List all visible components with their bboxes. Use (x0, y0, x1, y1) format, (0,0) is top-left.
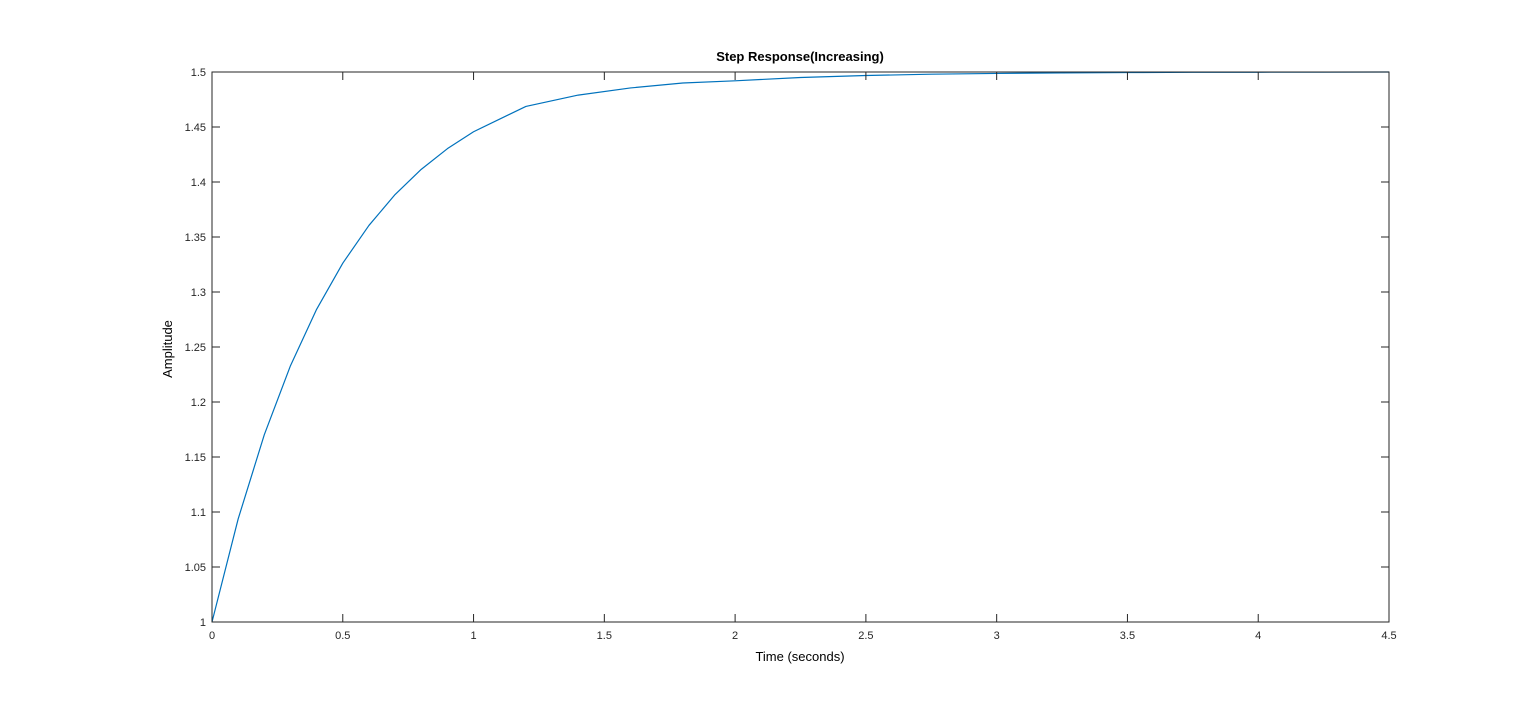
y-tick-label: 1.5 (191, 67, 206, 79)
y-tick-label: 1.3 (191, 287, 206, 299)
y-tick-label: 1.4 (191, 177, 206, 189)
series-layer (211, 71, 1390, 623)
x-tick-label: 3.5 (1120, 630, 1135, 642)
x-tick-label: 4.5 (1381, 630, 1396, 642)
x-tick-label: 1.5 (597, 630, 612, 642)
x-tick-label: 0 (209, 630, 215, 642)
ticks-layer (211, 71, 1390, 623)
y-tick-label: 1.25 (185, 342, 206, 354)
x-tick-labels: 0 0.5 1 1.5 2 2.5 3 3.5 4 4.5 (209, 630, 1397, 642)
x-tick-label: 0.5 (335, 630, 350, 642)
y-tick-labels: 1 1.05 1.1 1.15 1.2 1.25 1.3 1.35 1.4 1.45 1.5 (185, 67, 206, 629)
x-tick-label: 3 (994, 630, 1000, 642)
x-tick-label: 2.5 (858, 630, 873, 642)
y-axis-label: Amplitude (160, 320, 175, 378)
y-tick-label: 1.2 (191, 397, 206, 409)
chart-title: Step Response(Increasing) (716, 49, 884, 64)
y-tick-label: 1.1 (191, 507, 206, 519)
x-axis-label: Time (seconds) (755, 649, 844, 664)
y-tick-label: 1.35 (185, 232, 206, 244)
step-response-curve (211, 71, 1390, 623)
y-tick-label: 1.05 (185, 562, 206, 574)
plot-background (212, 72, 1389, 622)
x-tick-label: 4 (1255, 630, 1261, 642)
y-tick-label: 1.15 (185, 452, 206, 464)
x-tick-label: 1 (470, 630, 476, 642)
y-tick-label: 1 (200, 617, 206, 629)
x-tick-label: 2 (732, 630, 738, 642)
y-tick-label: 1.45 (185, 122, 206, 134)
